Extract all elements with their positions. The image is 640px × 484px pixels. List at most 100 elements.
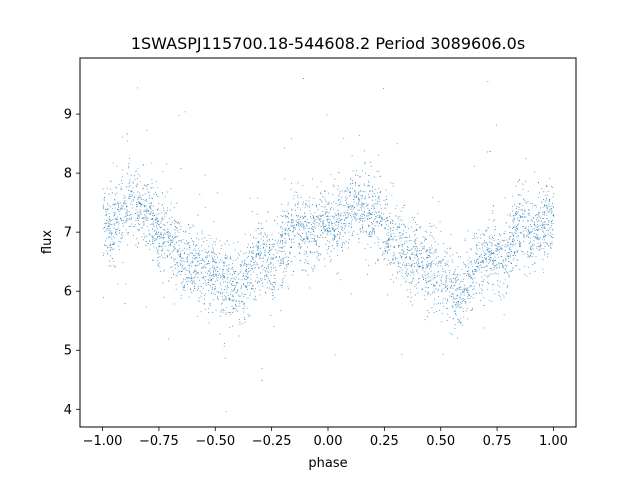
data-point <box>511 239 513 241</box>
data-point <box>245 276 247 278</box>
data-point <box>272 239 273 240</box>
data-point <box>519 216 521 218</box>
data-point <box>241 285 243 287</box>
data-point <box>255 230 257 232</box>
data-point <box>458 304 460 306</box>
data-point <box>442 270 444 272</box>
data-point <box>272 294 274 296</box>
data-point <box>286 233 288 235</box>
data-point <box>379 247 381 249</box>
data-point <box>307 274 309 276</box>
data-point <box>163 238 165 240</box>
data-point <box>210 274 212 276</box>
data-point <box>306 224 308 226</box>
data-point <box>260 252 262 254</box>
data-point <box>226 286 228 288</box>
data-point <box>541 226 543 228</box>
data-point <box>229 256 231 258</box>
data-point <box>244 302 245 304</box>
data-point <box>470 285 471 287</box>
data-point <box>266 220 267 222</box>
data-point <box>168 245 170 247</box>
data-point <box>195 252 197 254</box>
data-point <box>488 275 490 277</box>
data-point <box>466 290 468 292</box>
data-point <box>499 233 500 235</box>
data-point <box>502 261 504 263</box>
data-point <box>523 226 525 227</box>
data-point <box>435 282 437 284</box>
data-point <box>504 268 506 270</box>
data-point <box>280 233 282 235</box>
data-point <box>512 255 514 256</box>
data-point <box>337 205 339 207</box>
data-point <box>227 270 229 272</box>
data-point <box>350 188 351 189</box>
data-point <box>237 294 239 296</box>
data-point <box>450 286 452 287</box>
data-point <box>346 187 348 189</box>
data-point <box>109 228 111 230</box>
data-point <box>337 188 339 190</box>
data-point <box>421 242 423 244</box>
data-point <box>209 305 211 306</box>
data-point <box>268 271 270 273</box>
data-point <box>170 244 171 245</box>
data-point <box>506 239 508 241</box>
data-point <box>305 215 307 217</box>
data-point <box>481 247 483 249</box>
data-point <box>226 288 228 290</box>
data-point <box>287 263 289 265</box>
data-point <box>348 190 350 192</box>
data-point <box>104 244 106 246</box>
data-point <box>505 271 507 273</box>
data-point <box>440 265 442 267</box>
data-point <box>328 224 330 226</box>
data-point <box>237 310 239 312</box>
data-point <box>170 224 172 226</box>
data-point <box>438 201 440 203</box>
data-point <box>291 138 293 140</box>
data-point <box>297 216 299 218</box>
data-point <box>418 282 420 284</box>
data-point <box>272 258 274 260</box>
data-point <box>214 288 216 290</box>
data-point <box>154 191 156 193</box>
data-point <box>282 277 284 279</box>
data-point <box>494 293 496 295</box>
data-point <box>441 260 443 262</box>
data-point <box>232 296 234 298</box>
data-point <box>178 250 180 252</box>
data-point <box>142 188 144 190</box>
data-point <box>410 226 412 228</box>
data-point <box>446 278 448 280</box>
data-point <box>390 228 392 230</box>
data-point <box>486 261 488 263</box>
data-point <box>416 253 418 255</box>
data-point <box>316 222 318 224</box>
data-point <box>107 253 108 255</box>
data-point <box>274 281 276 283</box>
data-point <box>403 243 405 244</box>
data-point <box>395 207 396 209</box>
data-point <box>142 221 144 223</box>
data-point <box>184 111 186 113</box>
data-point <box>171 257 173 259</box>
data-point <box>496 267 498 269</box>
data-point <box>361 209 363 211</box>
data-point <box>156 217 158 219</box>
x-axis-ticks: −1.00 −0.75 −0.50 −0.25 0.00 0.25 0.50 0.75 1.00 <box>83 427 568 449</box>
data-point <box>210 268 212 270</box>
data-point <box>222 271 224 273</box>
data-point <box>103 244 105 246</box>
data-point <box>352 232 354 234</box>
data-point <box>527 230 529 232</box>
data-point <box>189 245 191 246</box>
data-point <box>344 219 346 221</box>
data-point <box>206 263 208 265</box>
data-point <box>244 260 246 262</box>
data-point <box>258 266 259 268</box>
data-point <box>151 197 153 199</box>
data-point <box>490 238 492 240</box>
data-point <box>443 243 444 244</box>
